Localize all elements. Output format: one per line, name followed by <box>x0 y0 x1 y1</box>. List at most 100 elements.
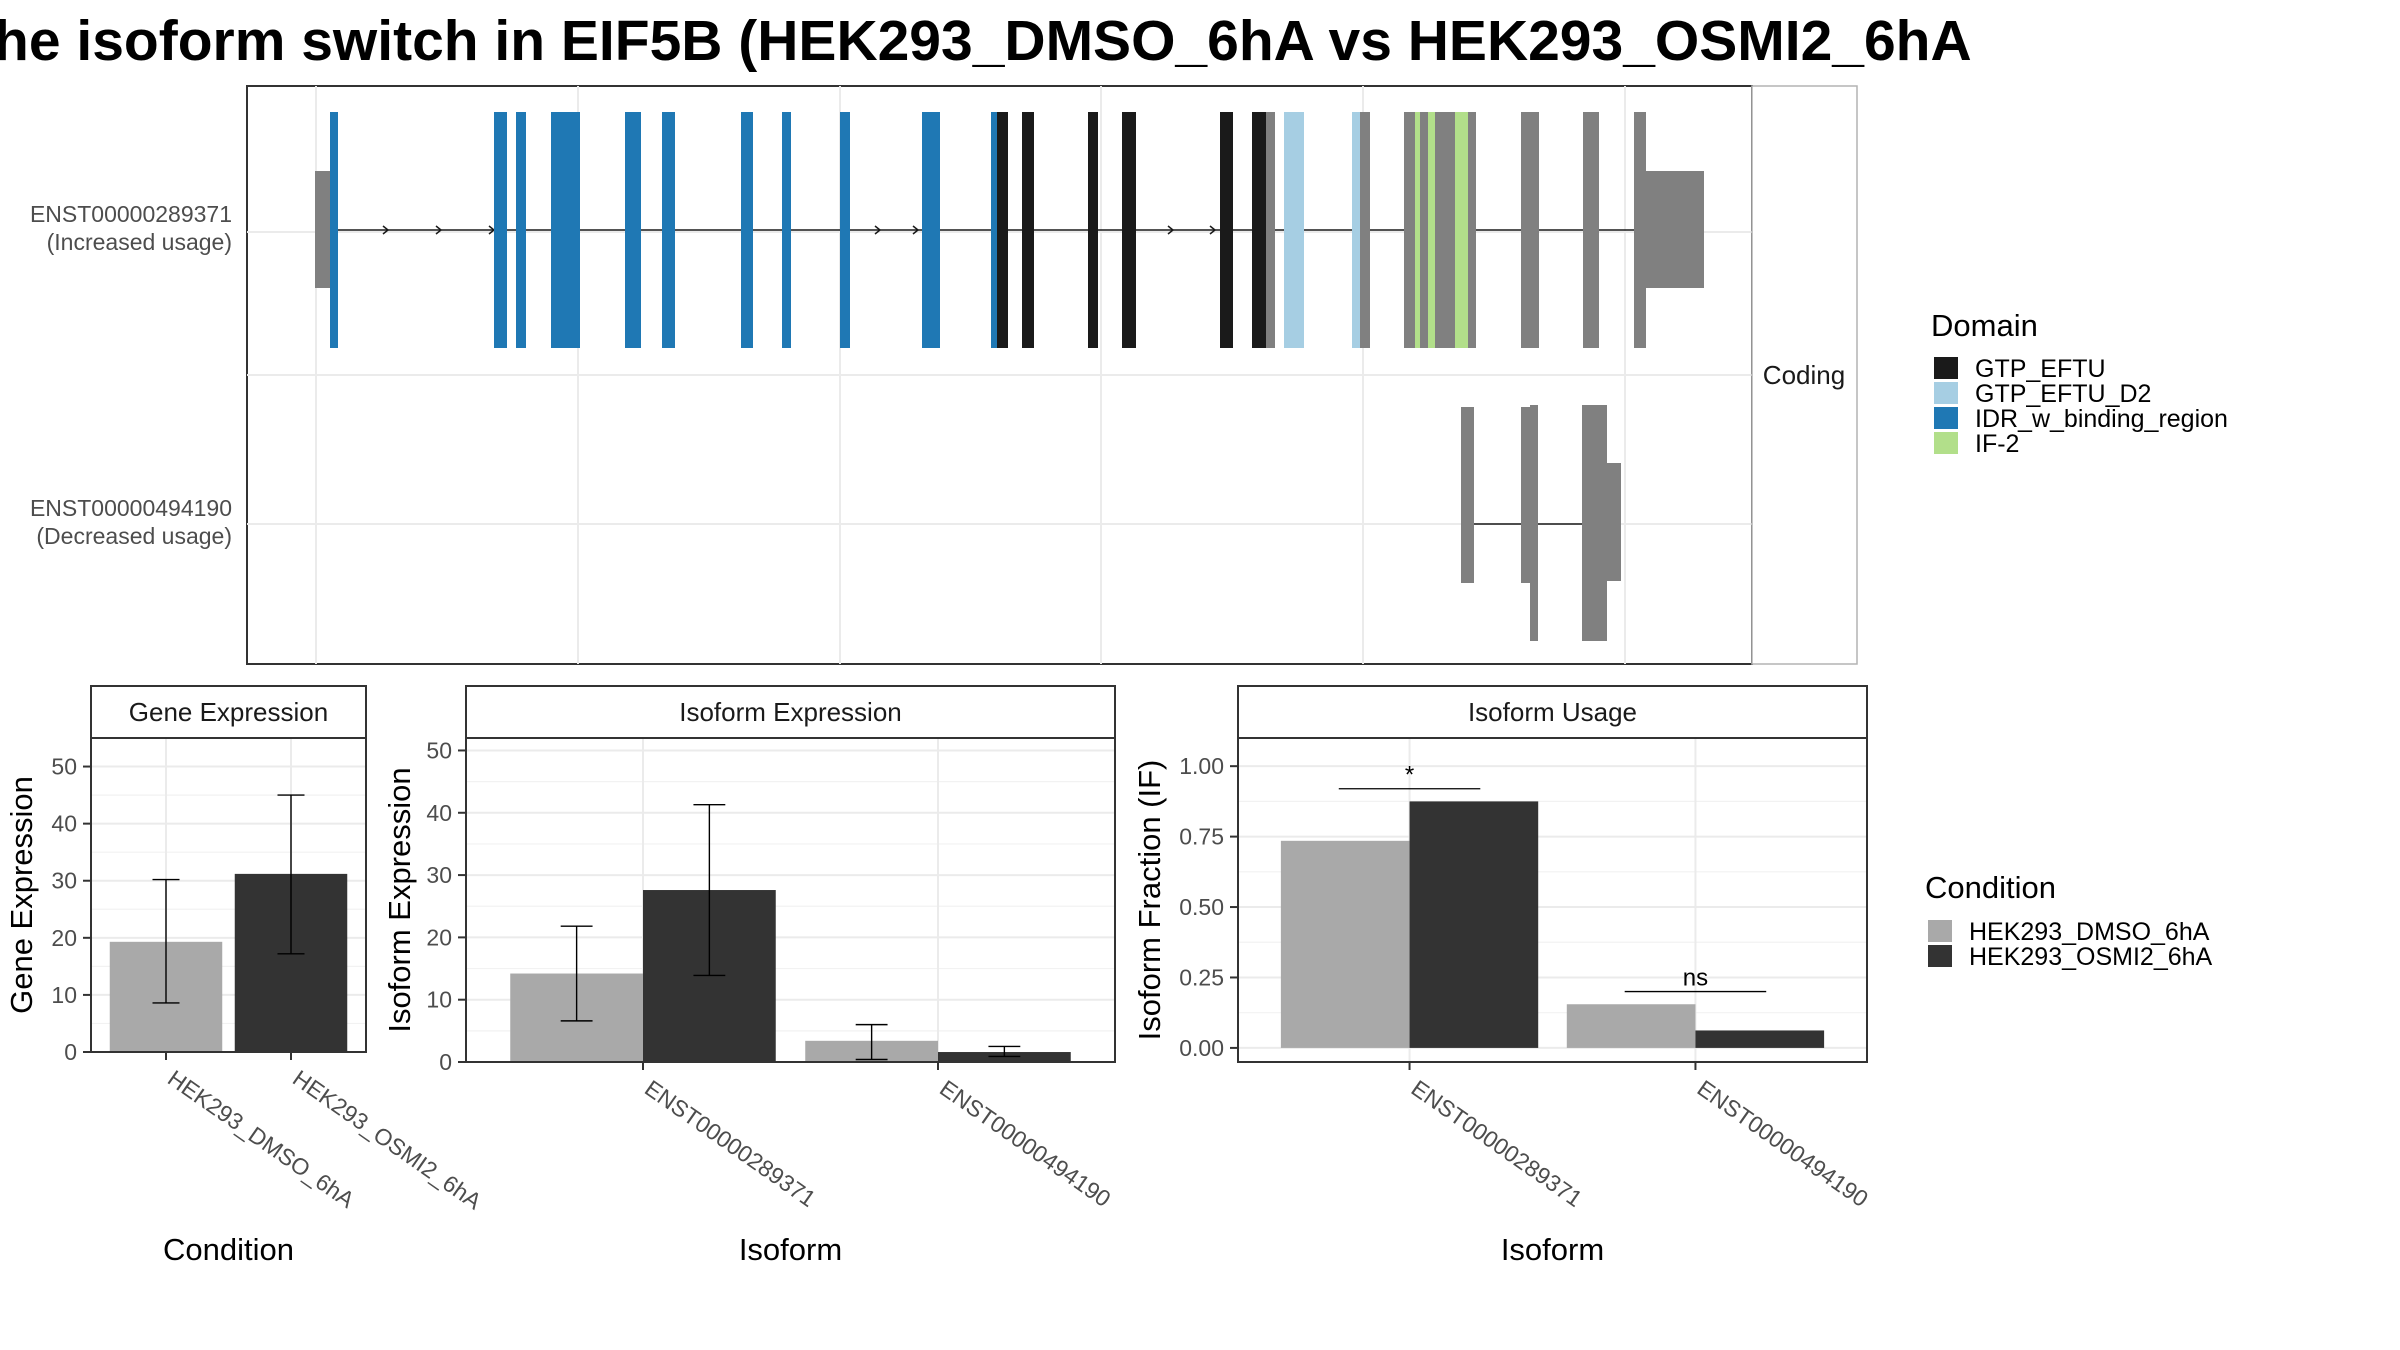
y-axis-title: Gene Expression <box>4 776 39 1014</box>
condition-legend-key-1 <box>1928 945 1952 967</box>
exon-t2-5 <box>1607 463 1621 581</box>
exon-t1-23 <box>1404 112 1415 348</box>
domain-legend-label-3: IF-2 <box>1975 430 2019 458</box>
exon-t1-6 <box>662 112 675 348</box>
exon-t1-20 <box>1292 112 1304 348</box>
x-tick-label: ENST00000494190 <box>935 1075 1115 1212</box>
condition-legend-key-0 <box>1928 920 1952 942</box>
panel-strip <box>1237 685 1868 739</box>
x-tick-label: ENST00000494190 <box>1693 1075 1873 1212</box>
panel-strip-title: Isoform Usage <box>1468 697 1637 727</box>
exon-t1-4 <box>551 112 580 348</box>
facet-strip-coding <box>1751 85 1858 665</box>
figure-title: he isoform switch in EIF5B (HEK293_DMSO_… <box>0 9 1972 73</box>
exon-t1-33 <box>1646 171 1704 288</box>
exon-t1-0 <box>315 171 332 288</box>
exon-t1-19 <box>1284 112 1292 348</box>
domain-legend-label-0: GTP_EFTU <box>1975 355 2106 383</box>
x-axis-title: Condition <box>163 1232 294 1267</box>
domain-legend-label-2: IDR_w_binding_region <box>1975 405 2228 433</box>
exon-t1-31 <box>1583 112 1599 348</box>
structure-exons <box>315 112 1704 641</box>
panel-strip <box>465 685 1116 739</box>
y-tick-label: 0.50 <box>1179 894 1224 920</box>
exon-t2-3 <box>1582 405 1594 641</box>
y-tick-label: 0 <box>64 1039 77 1065</box>
domain-legend-label-1: GTP_EFTU_D2 <box>1975 380 2151 408</box>
y-tick-label: 10 <box>426 987 452 1013</box>
exon-t1-1 <box>330 112 338 348</box>
exon-t1-27 <box>1435 112 1455 348</box>
isoform-expression-panel: Isoform Expression 0 10 20 30 40 50 ENST0000028… <box>382 685 1116 1267</box>
transcript-structure-panel: Coding ENST00000289371 (Increased usage)… <box>30 85 1858 665</box>
exon-t1-15 <box>1122 112 1136 348</box>
panel-strip <box>90 685 367 739</box>
y-axis-title: Isoform Fraction (IF) <box>1132 760 1167 1041</box>
exon-t1-32 <box>1634 112 1646 348</box>
panel-strip-title: Isoform Expression <box>679 697 902 727</box>
y-tick-label: 0.75 <box>1179 824 1224 850</box>
exon-t1-11 <box>991 112 997 348</box>
y-tick-label: 20 <box>51 925 77 951</box>
y-tick-label: 10 <box>51 982 77 1008</box>
bar-ENST00000289371-HEK293_OSMI2_6hA <box>1409 801 1539 1048</box>
exon-t1-13 <box>1022 112 1034 348</box>
x-axis-title: Isoform <box>1501 1232 1604 1267</box>
exon-t2-1 <box>1521 407 1531 583</box>
exon-t1-24 <box>1415 112 1420 348</box>
condition-legend-label-0: HEK293_DMSO_6hA <box>1969 918 2210 946</box>
exon-t1-10 <box>922 112 940 348</box>
x-tick-label: ENST00000289371 <box>1407 1075 1587 1212</box>
intron-arrow-4 <box>912 225 920 235</box>
y-tick-label: 0.25 <box>1179 964 1224 990</box>
y-axis-title: Isoform Expression <box>382 767 417 1032</box>
domain-legend-title: Domain <box>1931 308 2038 343</box>
facet-label-coding: Coding <box>1763 360 1845 390</box>
y-tick-label: 40 <box>51 811 77 837</box>
domain-legend-key-0 <box>1934 357 1958 379</box>
condition-legend-title: Condition <box>1925 870 2056 905</box>
panel-strip-title: Gene Expression <box>129 697 328 727</box>
exon-t2-2 <box>1530 405 1538 641</box>
exon-t1-3 <box>516 112 526 348</box>
exon-t1-9 <box>840 112 850 348</box>
exon-t1-7 <box>741 112 753 348</box>
exon-t1-5 <box>625 112 641 348</box>
domain-legend-key-1 <box>1934 382 1958 404</box>
isoform-usage-panel: * ns Isoform Usage 0.00 0.25 0.50 0.75 1.00 ENST… <box>1132 685 1873 1267</box>
exon-t1-22 <box>1360 112 1370 348</box>
condition-legend-label-1: HEK293_OSMI2_6hA <box>1969 943 2213 971</box>
exon-t1-29 <box>1468 112 1476 348</box>
exon-t1-2 <box>494 112 507 348</box>
intron-arrow-6 <box>1209 225 1217 235</box>
intron-arrow-5 <box>1167 225 1175 235</box>
y-tick-label: 50 <box>426 737 452 763</box>
significance-label: * <box>1405 762 1414 789</box>
transcript-usage-1: (Increased usage) <box>47 229 232 255</box>
y-tick-label: 0.00 <box>1179 1035 1224 1061</box>
x-tick-label: ENST00000289371 <box>640 1075 820 1212</box>
y-tick-label: 1.00 <box>1179 753 1224 779</box>
domain-legend-key-3 <box>1934 432 1958 454</box>
bar-ENST00000494190-HEK293_DMSO_6hA <box>1566 1004 1696 1048</box>
exon-t1-14 <box>1088 112 1098 348</box>
condition-legend: Condition HEK293_DMSO_6hAHEK293_OSMI2_6h… <box>1925 870 2213 971</box>
exon-t1-18 <box>1266 112 1275 348</box>
significance-label: ns <box>1683 965 1708 992</box>
y-tick-label: 30 <box>426 862 452 888</box>
exon-t1-17 <box>1252 112 1266 348</box>
transcript-label-1: ENST00000289371 <box>30 201 232 227</box>
y-tick-label: 20 <box>426 924 452 950</box>
transcript-usage-2: (Decreased usage) <box>36 523 232 549</box>
transcript-label-2: ENST00000494190 <box>30 495 232 521</box>
domain-legend: Domain GTP_EFTUGTP_EFTU_D2IDR_w_binding_… <box>1931 308 2228 458</box>
bar-ENST00000494190-HEK293_OSMI2_6hA <box>1695 1030 1825 1048</box>
y-tick-label: 30 <box>51 868 77 894</box>
intron-arrow-3 <box>874 225 882 235</box>
exon-t1-21 <box>1352 112 1360 348</box>
exon-t1-16 <box>1220 112 1233 348</box>
exon-t1-8 <box>782 112 791 348</box>
bar-ENST00000289371-HEK293_DMSO_6hA <box>1280 840 1410 1048</box>
intron-arrow-0 <box>382 225 390 235</box>
